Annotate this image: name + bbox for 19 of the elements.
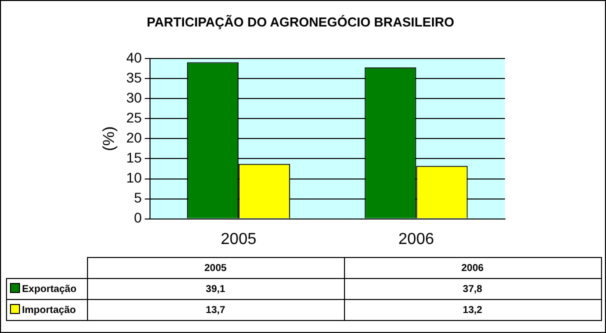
data-label: 37,8 <box>344 278 601 300</box>
legend-label: Exportação <box>6 278 87 300</box>
y-tick-label: 35 <box>126 69 142 86</box>
y-tick-label: 5 <box>134 190 142 206</box>
chart-title: PARTICIPAÇÃO DO AGRONEGÓCIO BRASILEIRO <box>146 14 454 30</box>
y-axis-title: (%) <box>101 126 118 152</box>
legend-label: Importação <box>6 300 87 320</box>
y-tick-label: 10 <box>126 170 142 186</box>
data-label: 13,7 <box>87 300 344 320</box>
y-tick-label: 25 <box>126 110 142 126</box>
data-label: 13,2 <box>344 300 601 320</box>
category-label: 2006 <box>461 262 484 274</box>
category-label: 2005 <box>204 262 227 274</box>
y-tick-label: 40 <box>126 49 142 66</box>
y-tick-label: 30 <box>126 90 142 106</box>
y-tick-label: 0 <box>134 210 142 226</box>
y-tick-label: 20 <box>126 130 142 146</box>
y-tick-label: 15 <box>126 150 142 166</box>
data-label: 39,1 <box>87 278 344 300</box>
